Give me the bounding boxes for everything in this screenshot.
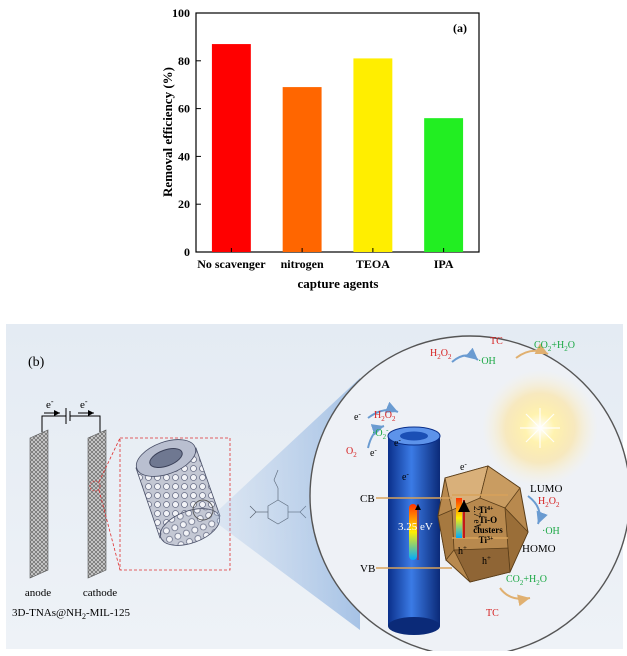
electron-o2: e-	[394, 436, 401, 449]
tc-top: TC	[490, 336, 503, 347]
oh-top: ·OH	[478, 356, 496, 367]
y-axis-label: Removal efficiency (%)	[160, 67, 175, 197]
h2o2-top-left: H2O2	[374, 410, 396, 423]
bar-chart-panel: 0 20 40 60 80 100 No scavenger nitrogen TEOA IPA…	[0, 0, 627, 310]
tio2-band-gap-label: 3.25 eV	[398, 521, 433, 533]
hole-bottom: h+	[482, 554, 491, 567]
x-tick-label: IPA	[434, 257, 454, 271]
bar-chart: 0 20 40 60 80 100 No scavenger nitrogen TEOA IPA…	[160, 6, 480, 291]
mof-gap-bar	[456, 498, 462, 538]
x-tick-label: TEOA	[356, 257, 390, 271]
electron-label-right: e-	[80, 397, 88, 411]
electron-lumo: e-	[460, 460, 467, 473]
y-ticks: 0 20 40 60 80 100	[172, 6, 201, 259]
x-tick-label: nitrogen	[281, 257, 324, 271]
bar-ipa	[424, 118, 464, 252]
o2-radical: ·O2-	[372, 426, 389, 441]
mechanism-scheme-panel: (b) e- e- anode cathode 3D-TNAs@NH2-MIL-…	[0, 320, 627, 656]
panel-label-a: (a)	[453, 21, 467, 35]
tio2-gap-bar	[409, 504, 417, 560]
homo-label: HOMO	[522, 543, 556, 555]
y-tick-label: 100	[172, 6, 190, 20]
bar-teoa	[353, 58, 393, 252]
h2o2-right: H2O2	[538, 496, 560, 509]
co2-water-top: CO2+H2O	[534, 340, 575, 353]
x-axis-label: capture agents	[297, 276, 378, 291]
tc-bottom: TC	[486, 608, 499, 619]
oh-right: ·OH	[542, 526, 560, 537]
cathode-electrode	[87, 429, 107, 579]
co2-water-bottom: CO2+H2O	[506, 574, 547, 587]
o2-label: O2	[346, 446, 357, 459]
electron-cb: e-	[402, 470, 409, 483]
electron-mid: e-	[370, 446, 377, 459]
y-tick-label: 40	[178, 149, 190, 163]
vb-label: VB	[360, 563, 375, 575]
nanotube-array	[135, 439, 221, 546]
cluster-ti3: Ti3+	[479, 535, 494, 545]
y-tick-label: 80	[178, 54, 190, 68]
circuit-wire	[41, 408, 101, 432]
cb-label: CB	[360, 493, 375, 505]
bar-nitrogen	[282, 87, 322, 252]
cluster-ti4: Ti4+	[479, 505, 494, 515]
anode-electrode	[29, 429, 49, 579]
sun-rays	[520, 408, 560, 448]
x-tick-label: No scavenger	[197, 257, 266, 271]
process-arrows	[367, 343, 549, 607]
plot-frame	[195, 12, 480, 253]
material-label: 3D-TNAs@NH2-MIL-125	[12, 607, 131, 621]
anode-label: anode	[25, 587, 51, 599]
mechanism-scheme: (b) e- e- anode cathode 3D-TNAs@NH2-MIL-…	[6, 324, 627, 656]
hole-homo: h+	[458, 544, 467, 557]
cluster-word: clusters	[473, 525, 503, 535]
tio2-nanotube	[387, 426, 441, 635]
y-tick-label: 0	[184, 245, 190, 259]
x-tick-labels: No scavenger nitrogen TEOA IPA	[197, 257, 454, 271]
lumo-label: LUMO	[530, 483, 562, 495]
bars	[211, 44, 464, 252]
electron-top: e-	[354, 410, 361, 423]
y-tick-label: 60	[178, 102, 190, 116]
electron-label-left: e-	[46, 397, 54, 411]
cluster-tio: Ti-O	[479, 515, 497, 525]
bar-no-scavenger	[211, 44, 251, 252]
h2o2-top: H2O2	[430, 348, 452, 361]
mof-band-gap-label: 2.7 eV	[472, 506, 482, 530]
y-tick-label: 20	[178, 197, 190, 211]
cathode-label: cathode	[83, 587, 117, 599]
panel-label-b: (b)	[28, 355, 45, 370]
